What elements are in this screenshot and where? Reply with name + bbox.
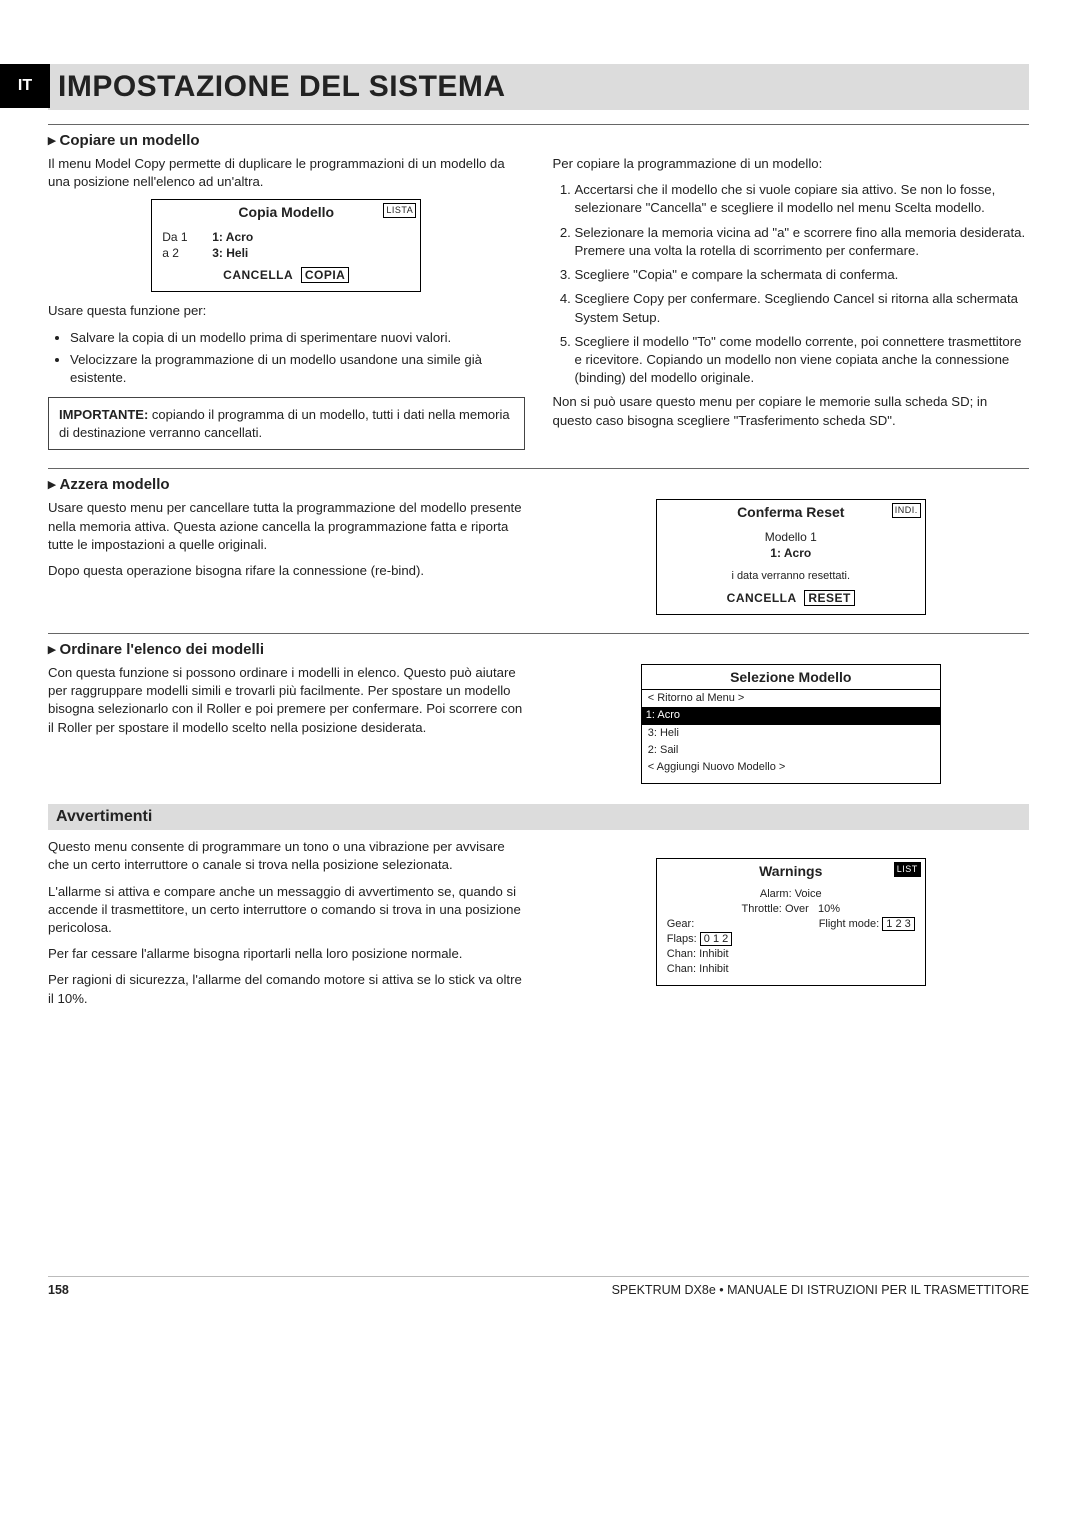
sec1-s1: Accertarsi che il modello che si vuole c…	[575, 181, 1030, 217]
lcd1-title: Copia Modello	[238, 204, 334, 220]
lcd1-cancel: CANCELLA	[223, 268, 293, 282]
lcd4-gear-l: Gear:	[667, 917, 695, 932]
important-box: IMPORTANTE: copiando il programma di un …	[48, 397, 525, 450]
lcd4-thr-v1: Over	[785, 903, 809, 915]
lcd4-thr-l: Throttle:	[742, 903, 782, 915]
section1-left-col: Il menu Model Copy permette di duplicare…	[48, 155, 525, 450]
lcd4-ch1: Chan: Inhibit	[667, 947, 915, 962]
section2-heading: ▸Azzera modello	[48, 468, 1029, 493]
sec1-tail: Non si può usare questo menu per copiare…	[553, 393, 1030, 429]
lcd-model-select: Selezione Modello < Ritorno al Menu > 1:…	[641, 664, 941, 784]
lcd4-fm-b: 1 2 3	[882, 917, 914, 931]
lcd2-l3: i data verranno resettati.	[667, 569, 915, 584]
avv-p3: Per far cessare l'allarme bisogna riport…	[48, 945, 525, 963]
avv-p2: L'allarme si attiva e compare anche un m…	[48, 883, 525, 938]
language-tab: IT	[0, 64, 50, 108]
avv-right-col: Warnings LIST Alarm: Voice Throttle: Ove…	[553, 838, 1030, 1016]
lcd3-i3: 2: Sail	[642, 742, 940, 759]
page-title: IMPOSTAZIONE DEL SISTEMA	[58, 70, 1019, 104]
avv-left-col: Questo menu consente di programmare un t…	[48, 838, 525, 1016]
avv-p1: Questo menu consente di programmare un t…	[48, 838, 525, 874]
lcd2-reset: RESET	[804, 590, 855, 606]
important-label: IMPORTANTE:	[59, 407, 148, 422]
lcd-copy-model: Copia Modello LISTA Da 1 1: Acro a 2 3: He…	[151, 199, 421, 292]
avvertimenti-bar: Avvertimenti	[48, 804, 1029, 830]
lcd3-i1: 1: Acro	[642, 707, 940, 724]
triangle-icon: ▸	[48, 640, 56, 658]
sec1-intro: Il menu Model Copy permette di duplicare…	[48, 155, 525, 191]
sec1-b1: Salvare la copia di un modello prima di …	[70, 329, 525, 347]
sec1-right-lead: Per copiare la programmazione di un mode…	[553, 155, 1030, 173]
sec1-s5: Scegliere il modello "To" come modello c…	[575, 333, 1030, 388]
lcd1-r1k: Da 1	[162, 229, 202, 245]
lcd4-title: Warnings	[759, 863, 822, 879]
lcd-warnings: Warnings LIST Alarm: Voice Throttle: Ove…	[656, 858, 926, 985]
lcd4-fm-l: Flight mode:	[819, 918, 880, 930]
lcd2-cancel: CANCELLA	[727, 591, 797, 605]
sec1-s2: Selezionare la memoria vicina ad "a" e s…	[575, 224, 1030, 260]
lcd2-l1: Modello 1	[667, 529, 915, 545]
sec1-b2: Velocizzare la programmazione di un mode…	[70, 351, 525, 387]
triangle-icon: ▸	[48, 475, 56, 493]
lcd4-thr-v2: 10%	[818, 903, 840, 915]
lcd2-corner: INDI.	[892, 503, 921, 517]
lcd1-copy: COPIA	[301, 267, 350, 283]
sec2-p1: Usare questo menu per cancellare tutta l…	[48, 499, 525, 554]
sec3-p: Con questa funzione si possono ordinare …	[48, 664, 525, 737]
page-number: 158	[48, 1283, 69, 1297]
sec2-p2: Dopo questa operazione bisogna rifare la…	[48, 562, 525, 580]
lcd4-alarm-l: Alarm:	[760, 888, 792, 900]
lcd1-corner: LISTA	[383, 203, 416, 217]
lcd4-flaps-b: 0 1 2	[700, 932, 732, 946]
footer-right: SPEKTRUM DX8e • MANUALE DI ISTRUZIONI PE…	[612, 1283, 1029, 1297]
lcd4-corner: LIST	[894, 862, 921, 876]
lcd1-r2k: a 2	[162, 245, 202, 261]
section3-right-col: Selezione Modello < Ritorno al Menu > 1:…	[553, 664, 1030, 784]
lcd2-title: Conferma Reset	[737, 504, 844, 520]
lcd2-l2: 1: Acro	[667, 545, 915, 561]
sec1-s4: Scegliere Copy per confermare. Scegliend…	[575, 290, 1030, 326]
section1-right-col: Per copiare la programmazione di un mode…	[553, 155, 1030, 450]
lcd3-title: Selezione Modello	[730, 669, 851, 685]
section3-left-col: Con questa funzione si possono ordinare …	[48, 664, 525, 784]
lcd4-ch2: Chan: Inhibit	[667, 962, 915, 977]
page-footer: 158 SPEKTRUM DX8e • MANUALE DI ISTRUZION…	[48, 1276, 1029, 1297]
lcd4-flaps-l: Flaps:	[667, 933, 697, 945]
avv-p4: Per ragioni di sicurezza, l'allarme del …	[48, 971, 525, 1007]
section2-right-col: Conferma Reset INDI. Modello 1 1: Acro i…	[553, 499, 1030, 615]
lcd3-i2: 3: Heli	[642, 725, 940, 742]
lcd4-alarm-v: Voice	[795, 888, 822, 900]
section1-heading: ▸Copiare un modello	[48, 124, 1029, 149]
lcd1-r2v: 3: Heli	[212, 245, 248, 261]
title-bar: IMPOSTAZIONE DEL SISTEMA	[48, 64, 1029, 110]
section3-heading: ▸Ordinare l'elenco dei modelli	[48, 633, 1029, 658]
section2-left-col: Usare questo menu per cancellare tutta l…	[48, 499, 525, 615]
lcd1-r1v: 1: Acro	[212, 229, 253, 245]
sec1-use-label: Usare questa funzione per:	[48, 302, 525, 320]
triangle-icon: ▸	[48, 131, 56, 149]
lcd-reset: Conferma Reset INDI. Modello 1 1: Acro i…	[656, 499, 926, 615]
lcd3-i4: < Aggiungi Nuovo Modello >	[642, 759, 940, 783]
lcd3-i0: < Ritorno al Menu >	[642, 690, 940, 707]
sec1-s3: Scegliere "Copia" e compare la schermata…	[575, 266, 1030, 284]
